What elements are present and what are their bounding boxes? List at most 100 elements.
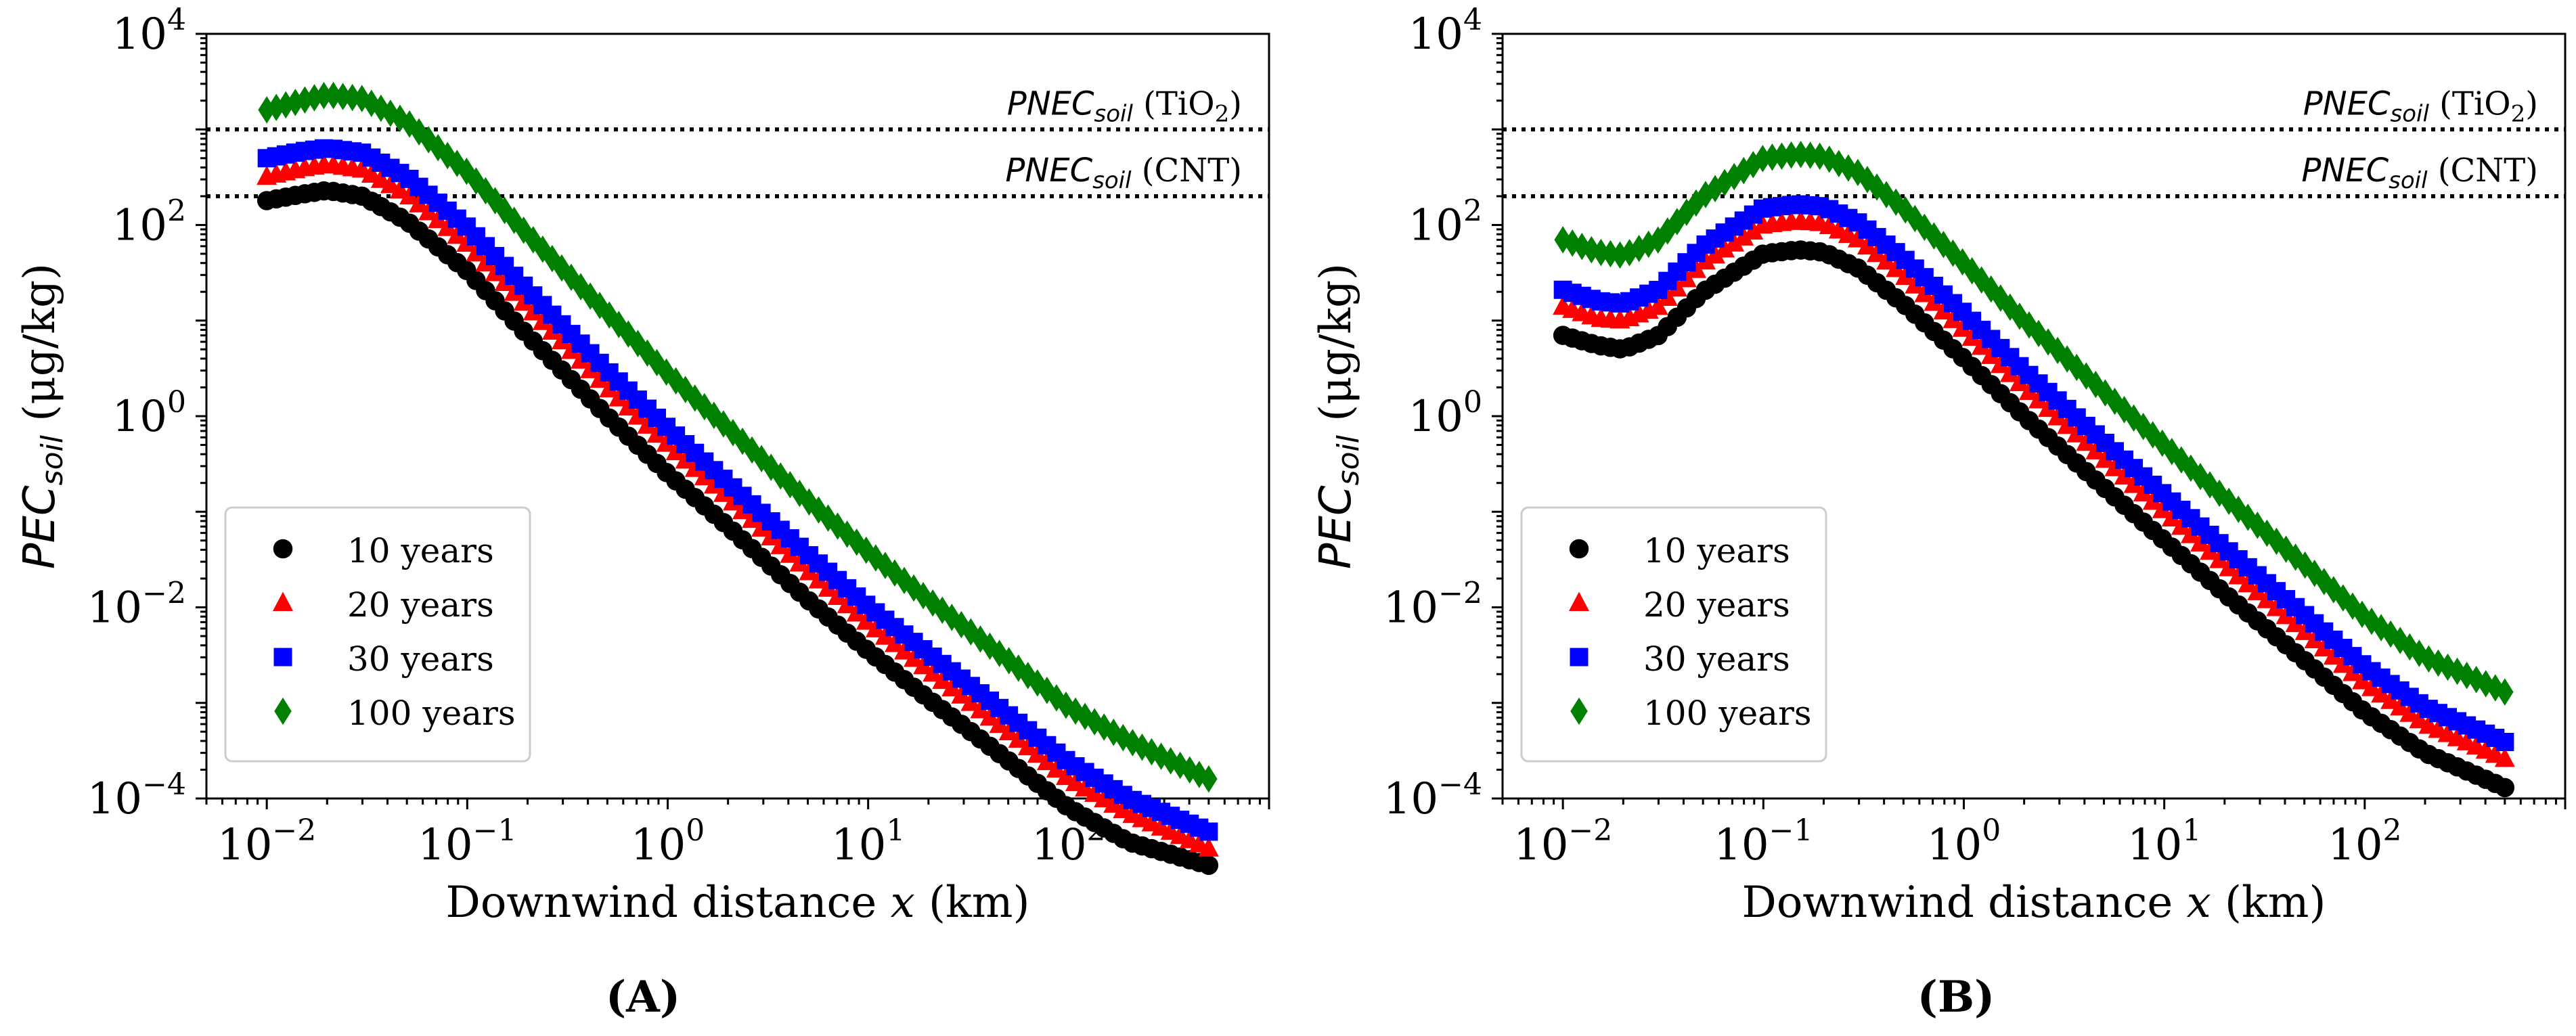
- x-tick-label: 100: [631, 813, 705, 870]
- data-point: [1914, 283, 1935, 302]
- data-point: [1867, 242, 1888, 263]
- x-tick-label: 100: [1927, 813, 2001, 870]
- data-point: [541, 320, 562, 340]
- y-tick-label: 10−2: [1383, 577, 1482, 633]
- data-point: [2342, 661, 2363, 681]
- data-point: [2294, 621, 2315, 640]
- data-point: [1792, 140, 1810, 168]
- data-point: [904, 647, 925, 667]
- data-point: [1971, 335, 1992, 355]
- data-point: [998, 721, 1019, 741]
- data-point: [2180, 524, 2201, 543]
- legend-marker: [273, 539, 293, 559]
- data-point: [2047, 406, 2068, 426]
- data-point: [1980, 344, 2001, 364]
- data-point: [2313, 637, 2334, 657]
- legend-label: 30 years: [1643, 639, 1790, 679]
- legend-label: 20 years: [347, 585, 494, 625]
- data-point: [751, 517, 772, 537]
- data-point: [523, 301, 543, 321]
- data-point: [399, 185, 420, 205]
- data-point: [1008, 728, 1029, 748]
- data-point: [846, 602, 867, 622]
- data-point: [2247, 581, 2268, 600]
- data-point: [1990, 353, 2011, 374]
- data-point: [2266, 597, 2287, 616]
- data-point: [713, 482, 734, 502]
- data-point: [485, 261, 506, 281]
- data-point: [932, 669, 953, 690]
- data-point: [722, 491, 743, 511]
- y-tick-label: 104: [112, 3, 186, 60]
- data-point: [1876, 250, 1897, 270]
- legend: 10 years 20 years 30 years 100 years: [1520, 506, 1827, 763]
- data-point: [2228, 564, 2249, 585]
- data-point: [2133, 482, 2154, 501]
- data-point: [960, 692, 981, 711]
- data-point: [2399, 702, 2420, 722]
- data-point: [1933, 300, 1954, 320]
- y-tick-label: 100: [1408, 385, 1482, 442]
- data-point: [2161, 507, 2182, 527]
- data-point: [2371, 683, 2392, 703]
- legend-marker: [273, 591, 293, 611]
- data-point: [1036, 750, 1057, 771]
- data-point: [761, 526, 782, 545]
- data-point: [789, 552, 810, 572]
- data-point: [2028, 389, 2049, 409]
- panel-a: PNECsoil (TiO2) PNECsoil (CNT) 10−2 10−1 10…: [15, 3, 1270, 1022]
- data-point: [1199, 855, 1219, 875]
- x-tick-label: 10−1: [418, 813, 516, 870]
- x-tick-label: 101: [831, 813, 905, 870]
- panel-caption: (A): [606, 972, 680, 1022]
- y-tick-label: 104: [1408, 3, 1482, 60]
- data-point: [637, 414, 658, 434]
- data-point: [2304, 629, 2325, 649]
- data-point: [1027, 743, 1048, 763]
- data-point: [1017, 736, 1038, 756]
- legend-label: 10 years: [347, 531, 494, 570]
- x-tick-label: 10−2: [1513, 813, 1612, 870]
- data-point: [315, 82, 333, 110]
- data-point: [799, 560, 820, 581]
- data-point: [504, 281, 525, 301]
- data-point: [571, 349, 592, 369]
- data-point: [694, 466, 715, 486]
- legend-label: 100 years: [1643, 694, 1812, 733]
- data-point: [913, 654, 934, 675]
- data-point: [1199, 822, 1218, 841]
- y-tick-label: 10−4: [1383, 767, 1482, 824]
- data-point: [894, 640, 915, 660]
- data-point: [2038, 397, 2059, 418]
- data-point: [2095, 448, 2116, 468]
- data-point: [2487, 674, 2504, 702]
- y-tick-label: 102: [112, 194, 186, 251]
- panel-b: PNECsoil (TiO2) PNECsoil (CNT) 10−2 10−1 10…: [1311, 3, 2567, 1022]
- data-point: [827, 585, 848, 606]
- data-point: [599, 378, 620, 398]
- data-point: [1705, 244, 1726, 264]
- data-point: [2076, 431, 2097, 451]
- data-point: [1601, 240, 1620, 268]
- data-point: [305, 84, 324, 112]
- data-point: [1695, 250, 1716, 270]
- data-point: [437, 217, 458, 236]
- y-tick-label: 10−4: [87, 767, 186, 824]
- data-point: [343, 83, 361, 112]
- data-point: [1773, 142, 1791, 170]
- data-point: [1952, 317, 1973, 337]
- data-point: [1198, 837, 1219, 857]
- data-point: [646, 423, 667, 443]
- y-tick-label: 10−2: [87, 577, 186, 633]
- data-point: [1200, 765, 1218, 793]
- data-point: [1895, 265, 1916, 285]
- legend-label: 10 years: [1643, 531, 1790, 570]
- data-point: [808, 569, 829, 589]
- x-axis-label: Downwind distance x (km): [446, 878, 1030, 928]
- data-point: [742, 508, 763, 528]
- data-point: [837, 593, 858, 614]
- x-tick-label: 10−1: [1714, 813, 1813, 870]
- data-point: [2104, 457, 2125, 476]
- data-point: [941, 677, 962, 696]
- data-point: [2495, 733, 2514, 752]
